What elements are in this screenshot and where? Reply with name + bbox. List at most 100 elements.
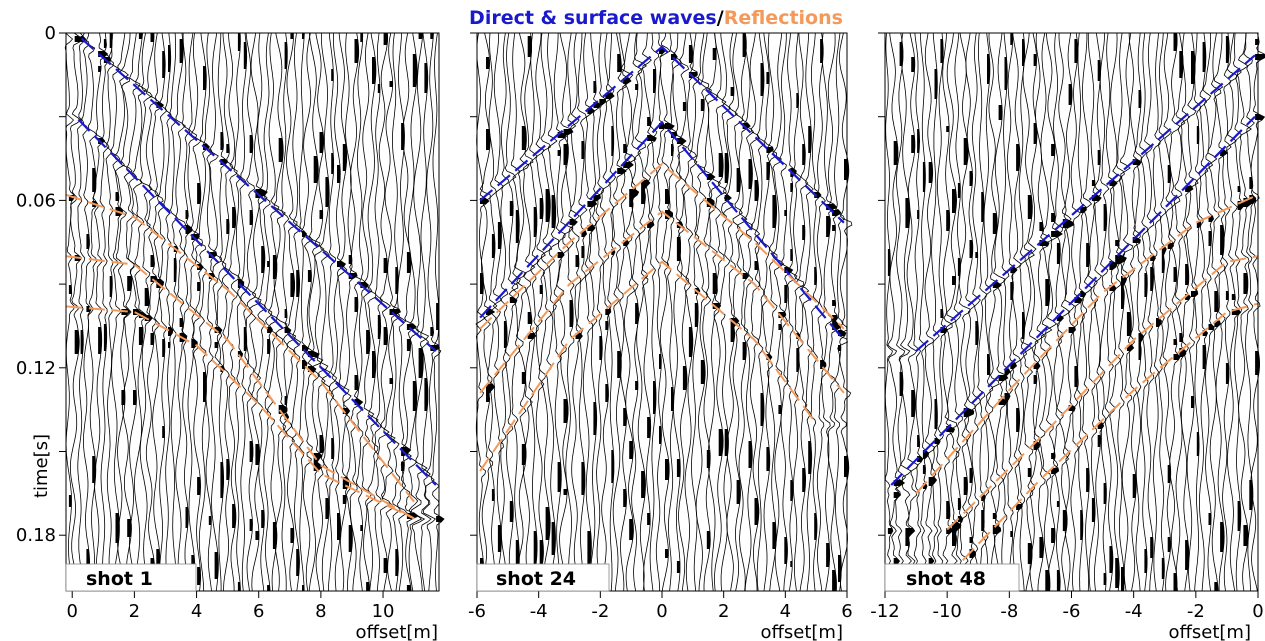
wiggle-lobe: [957, 498, 961, 510]
wiggle-trace: [400, 32, 419, 592]
wiggle-lobe: [1074, 366, 1078, 387]
wiggle-trace: [677, 32, 690, 592]
wiggle-trace: [1152, 32, 1163, 592]
wiggle-lobe: [934, 399, 938, 429]
wiggle-lobe: [290, 273, 295, 297]
wiggle-lobe: [1220, 522, 1225, 552]
panel-3-xlabel: offset[m]: [1168, 622, 1251, 641]
wiggle-lobe: [255, 531, 259, 540]
wiggle-lobe: [486, 57, 490, 69]
wiggle-lobe: [1161, 558, 1165, 579]
wiggle-trace: [538, 32, 553, 592]
wiggle-lobe: [605, 384, 609, 402]
wiggle-trace: [711, 32, 727, 592]
wiggle-trace: [1202, 32, 1215, 592]
wiggle-lobe: [581, 231, 587, 237]
wiggle-trace: [1077, 32, 1087, 592]
wiggle-lobe: [168, 45, 171, 72]
wiggle-lobe: [975, 252, 978, 258]
wiggle-lobe: [790, 480, 793, 501]
direct-wave-pick-0: [80, 37, 437, 352]
wiggle-trace: [354, 32, 370, 592]
wiggle-lobe: [331, 69, 334, 81]
wiggle-lobe: [1208, 513, 1212, 525]
wiggle-lobe: [237, 33, 241, 51]
wiggle-lobe: [1208, 231, 1212, 246]
wiggle-lobe: [150, 33, 154, 42]
wiggle-trace: [245, 32, 256, 592]
wiggle-lobe: [922, 465, 926, 474]
wiggle-trace: [1144, 32, 1156, 592]
wiggle-lobe: [545, 507, 551, 540]
wiggle-lobe: [179, 39, 184, 63]
wiggle-lobe: [226, 459, 230, 480]
wiggle-lobe: [551, 522, 556, 555]
wiggle-lobe: [790, 561, 793, 567]
wiggle-lobe: [665, 210, 673, 219]
wiggle-trace: [816, 32, 827, 592]
wiggle-lobe: [539, 540, 544, 564]
wiggle-lobe: [366, 330, 371, 354]
wiggle-lobe: [1225, 291, 1229, 300]
wiggle-lobe: [802, 468, 806, 492]
wiggle-lobe: [261, 246, 265, 273]
wiggle-lobe: [284, 327, 291, 333]
wiggle-lobe: [497, 222, 502, 249]
wiggle-lobe: [302, 231, 307, 237]
wiggle-lobe: [772, 195, 777, 228]
wiggle-lobe: [1191, 396, 1195, 408]
wiggle-lobe: [647, 513, 651, 525]
wiggle-lobe: [1255, 54, 1265, 60]
wiggle-trace: [683, 32, 698, 592]
wiggle-trace: [410, 32, 430, 592]
wiggle-lobe: [946, 501, 950, 519]
wiggle-lobe: [232, 504, 236, 528]
wiggle-lobe: [963, 138, 969, 165]
wiggle-trace: [208, 32, 223, 592]
wiggle-lobe: [730, 318, 739, 342]
wiggle-lobe: [197, 567, 201, 585]
wiggle-lobe: [1097, 150, 1101, 165]
wiggle-lobe: [389, 81, 393, 87]
wiggle-trace: [1011, 32, 1023, 591]
wiggle-trace: [406, 32, 423, 592]
wiggle-lobe: [671, 387, 674, 411]
wiggle-lobe: [1225, 363, 1229, 384]
wiggle-lobe: [1196, 126, 1199, 144]
wiggle-lobe: [676, 459, 681, 477]
wiggle-lobe: [267, 261, 270, 267]
wiggle-lobe: [162, 339, 165, 357]
wiggle-lobe: [1010, 33, 1013, 45]
wiggle-lobe: [1004, 369, 1011, 375]
wiggle-lobe: [569, 300, 574, 327]
wiggle-lobe: [1027, 468, 1032, 477]
wiggle-trace: [331, 32, 347, 592]
wiggle-trace: [1062, 32, 1076, 592]
wiggle-lobe: [832, 315, 841, 330]
wiggle-lobe: [1080, 291, 1086, 297]
wiggle-lobe: [168, 327, 173, 336]
panel-shot-1: 0 2 4 6 8 10 0 0.06 0.12 0.18 shot 1 offset[m] t…: [16, 23, 445, 641]
wiggle-lobe: [963, 477, 968, 495]
wiggle-lobe: [491, 234, 495, 258]
x-tick-label: -8: [1000, 601, 1018, 622]
wiggle-lobe: [1156, 318, 1162, 327]
wiggle-trace: [196, 32, 211, 592]
wiggle-trace: [1214, 33, 1229, 592]
wiggle-trace: [987, 32, 1003, 592]
wiggle-lobe: [599, 99, 606, 105]
wiggle-trace: [1052, 32, 1065, 592]
wiggle-lobe: [647, 117, 651, 126]
wiggle-trace: [181, 32, 193, 591]
wiggle-trace: [256, 32, 268, 592]
wiggle-trace: [1193, 32, 1202, 592]
wiggle-lobe: [784, 210, 787, 216]
wiggle-lobe: [389, 378, 393, 384]
wiggle-lobe: [1237, 501, 1241, 531]
wiggle-lobe: [754, 261, 758, 270]
wiggle-lobe: [290, 528, 294, 543]
wiggle-lobe: [766, 447, 770, 471]
wiggle-lobe: [503, 321, 508, 348]
wiggle-trace: [546, 32, 559, 592]
wiggle-lobe: [214, 552, 219, 579]
